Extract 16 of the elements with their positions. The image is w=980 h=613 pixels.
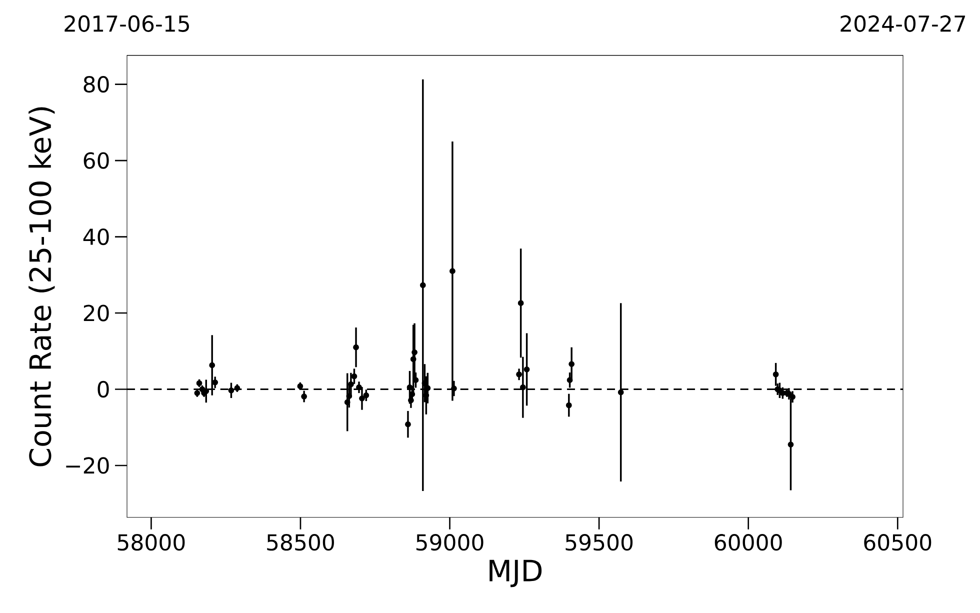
y-tick-label: 20 <box>84 304 109 322</box>
y-tick-label: 40 <box>83 228 109 245</box>
y-axis-title: Count Rate (25-100 keV) <box>28 107 55 466</box>
x2-tick-label: 2017-06-15 <box>64 15 189 32</box>
x-tick-label: 59000 <box>416 534 484 551</box>
x-tick-label: 58500 <box>267 534 334 551</box>
x2-tick-label: 2024-07-27 <box>840 15 966 32</box>
x-tick-label: 60000 <box>714 534 782 551</box>
x-tick-label: 58000 <box>118 534 185 551</box>
y-tick-label: −20 <box>66 457 109 474</box>
y-tick-label: 60 <box>84 152 109 169</box>
y-tick-label: 0 <box>98 380 109 398</box>
x-tick-label: 59500 <box>566 534 633 551</box>
y-tick-label: 80 <box>84 76 109 92</box>
x-axis-title: MJD <box>490 560 542 587</box>
x-tick-label: 60500 <box>864 534 932 551</box>
